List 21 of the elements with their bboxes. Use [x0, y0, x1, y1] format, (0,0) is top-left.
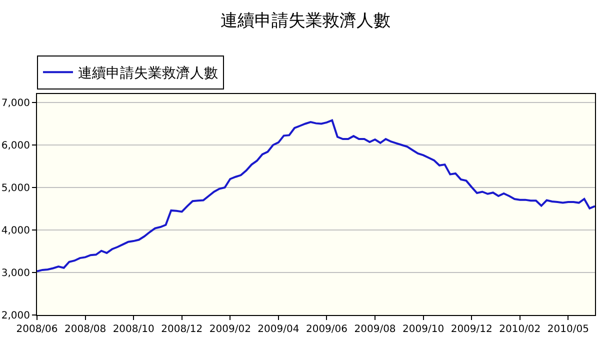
x-tick-label: 2009/04	[258, 324, 300, 335]
y-tick-label: 3,000	[1, 268, 30, 279]
x-tick-label: 2009/12	[450, 324, 492, 335]
x-tick-label: 2008/12	[161, 324, 203, 335]
y-tick-label: 7,000	[1, 98, 30, 109]
x-tick-label: 2008/10	[112, 324, 154, 335]
x-tick-label: 2008/06	[16, 324, 58, 335]
y-tick-label: 6,000	[1, 140, 30, 152]
line-series	[37, 119, 595, 272]
y-tick-label: 5,000	[1, 183, 30, 194]
x-tick-label: 2009/08	[354, 324, 396, 335]
x-tick-label: 2008/08	[64, 324, 106, 335]
x-tick-label: 2009/02	[209, 324, 251, 335]
y-tick-label: 2,000	[1, 310, 30, 322]
x-tick-label: 2010/05	[547, 324, 589, 335]
x-tick-label: 2010/02	[499, 324, 541, 335]
legend-label: 連續申請失業救濟人數	[78, 66, 218, 82]
y-tick-label: 4,000	[1, 226, 30, 236]
x-tick-label: 2009/10	[402, 324, 444, 335]
x-tick-label: 2009/06	[306, 324, 348, 335]
chart-title: 連續申請失業救濟人數	[220, 10, 390, 31]
